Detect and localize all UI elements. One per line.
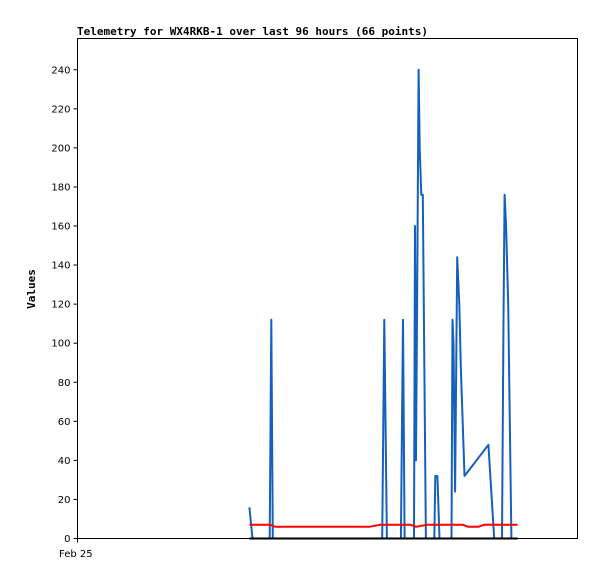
y-tick-label: 160 — [51, 222, 70, 233]
y-tick-label: 120 — [51, 300, 70, 311]
y-tick-label: 60 — [58, 417, 71, 428]
y-tick-label: 0 — [64, 534, 70, 545]
y-tick-label: 240 — [51, 65, 70, 76]
series-line-1 — [248, 68, 518, 540]
y-tick-label: 80 — [58, 378, 71, 389]
y-tick-label: 200 — [51, 143, 70, 154]
y-axis: 0 20 40 60 80 100 120 140 160 180 200 220 240 — [51, 65, 78, 545]
x-axis: Feb 25 — [59, 538, 93, 560]
series-layer — [248, 68, 518, 540]
y-tick-label: 180 — [51, 182, 70, 193]
y-tick-label: 100 — [51, 339, 70, 350]
chart-title: Telemetry for WX4RKB-1 over last 96 hour… — [77, 25, 428, 38]
y-tick-label: 40 — [58, 456, 71, 467]
series-line-2 — [249, 523, 518, 528]
y-tick-label: 220 — [51, 104, 70, 115]
x-tick-label: Feb 25 — [59, 549, 93, 560]
y-tick-label: 20 — [58, 495, 71, 506]
y-axis-label: Values — [25, 269, 38, 309]
y-tick-label: 140 — [51, 261, 70, 272]
